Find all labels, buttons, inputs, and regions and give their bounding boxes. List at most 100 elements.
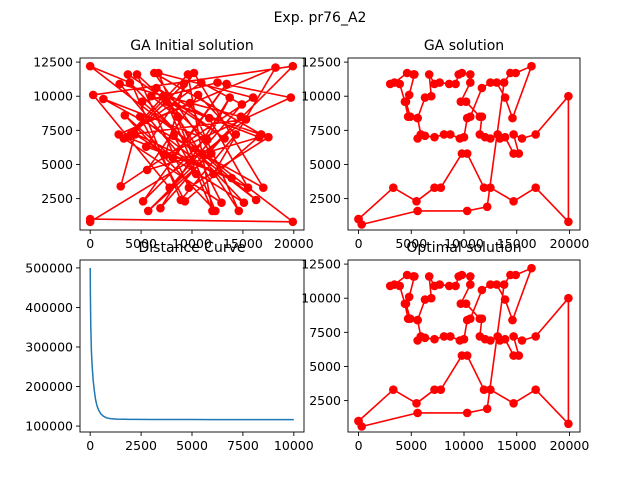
- data-point-opt: [475, 332, 485, 341]
- data-point-ga: [509, 130, 518, 139]
- data-point-opt: [436, 385, 446, 395]
- data-point-ga: [509, 197, 518, 206]
- x-tick-label-curve: 0: [86, 438, 94, 453]
- y-tick-label-ga: 2500: [309, 191, 341, 206]
- data-point-ga: [493, 130, 503, 139]
- axes-title-init: GA Initial solution: [130, 38, 254, 54]
- data-point-ga: [446, 130, 455, 139]
- data-point-ga: [459, 132, 469, 142]
- x-tick-label-init: 10000: [172, 236, 212, 251]
- data-point-opt: [527, 263, 536, 273]
- data-point-init: [165, 183, 174, 192]
- data-point-opt: [395, 281, 405, 291]
- data-point-opt: [477, 285, 487, 295]
- data-point-ga: [430, 132, 439, 142]
- data-point-opt: [509, 332, 518, 341]
- data-point-ga: [389, 183, 398, 192]
- data-point-init: [254, 132, 264, 142]
- data-point-opt: [509, 399, 518, 408]
- y-tick-label-opt: 12500: [301, 257, 341, 272]
- data-point-ga: [499, 78, 509, 87]
- data-point-opt: [486, 385, 495, 395]
- data-point-ga: [413, 113, 422, 123]
- data-point-opt: [499, 280, 509, 289]
- data-point-opt: [482, 404, 492, 414]
- data-point-init: [132, 70, 142, 79]
- data-point-opt: [420, 333, 430, 343]
- y-tick-label-init: 2500: [41, 191, 73, 206]
- y-tick-label-opt: 5000: [309, 359, 341, 374]
- data-point-ga: [482, 202, 492, 212]
- data-point-ga: [413, 206, 422, 216]
- y-tick-label-opt: 2500: [309, 393, 341, 408]
- data-point-ga: [564, 91, 573, 101]
- data-point-init: [248, 93, 258, 102]
- data-point-init: [85, 217, 95, 227]
- data-point-init: [251, 195, 261, 205]
- y-tick-label-init: 10000: [33, 89, 73, 104]
- data-point-ga: [395, 79, 405, 89]
- data-point-init: [88, 90, 98, 100]
- data-point-init: [115, 79, 124, 89]
- data-point-init: [184, 183, 194, 192]
- data-point-ga: [420, 131, 430, 141]
- data-point-ga: [385, 79, 395, 89]
- data-point-opt: [531, 385, 540, 395]
- data-point-init: [173, 112, 182, 121]
- y-tick-label-ga: 12500: [301, 55, 341, 70]
- data-point-opt: [430, 281, 439, 291]
- data-point-ga: [486, 78, 495, 87]
- data-point-ga: [527, 61, 536, 71]
- data-point-init: [120, 111, 130, 120]
- data-point-opt: [430, 334, 439, 344]
- data-point-opt: [456, 299, 466, 309]
- data-point-ga: [479, 183, 489, 192]
- data-point-ga: [477, 83, 487, 93]
- x-tick-label-opt: 0: [355, 438, 363, 453]
- data-point-init: [191, 169, 201, 179]
- series-line-opt: [357, 267, 570, 428]
- data-point-init: [237, 100, 247, 109]
- data-point-opt: [564, 419, 573, 429]
- axes-title-ga: GA solution: [424, 38, 504, 54]
- data-point-opt: [462, 408, 472, 418]
- data-point-init: [116, 182, 125, 191]
- y-tick-label-init: 5000: [41, 157, 73, 172]
- data-point-init: [168, 153, 177, 162]
- x-tick-label-curve: 5000: [176, 438, 208, 453]
- y-tick-label-init: 7500: [41, 123, 73, 138]
- data-point-init: [141, 142, 151, 151]
- data-point-opt: [420, 295, 430, 304]
- data-point-opt: [385, 281, 395, 291]
- data-point-init: [152, 83, 161, 93]
- data-point-init: [234, 206, 244, 216]
- data-point-ga: [466, 112, 475, 121]
- axes-title-opt: Optimal solution: [406, 240, 521, 256]
- data-point-ga: [466, 78, 475, 87]
- data-point-ga: [531, 183, 540, 192]
- data-point-ga: [486, 183, 495, 192]
- data-point-ga: [454, 70, 464, 79]
- data-point-ga: [439, 130, 449, 139]
- x-tick-label-opt: 20000: [550, 438, 590, 453]
- data-point-init: [126, 130, 136, 139]
- data-point-ga: [492, 78, 502, 87]
- data-point-opt: [413, 408, 422, 418]
- data-point-ga: [404, 90, 414, 100]
- data-point-opt: [508, 315, 517, 325]
- data-point-init: [193, 90, 203, 100]
- data-point-ga: [451, 79, 460, 89]
- data-point-init: [286, 93, 296, 102]
- data-point-init: [196, 78, 206, 87]
- data-point-ga: [475, 112, 485, 121]
- data-point-opt: [444, 281, 454, 291]
- y-tick-label-init: 12500: [33, 55, 73, 70]
- y-tick-label-curve: 100000: [25, 419, 73, 434]
- data-point-init: [220, 134, 229, 143]
- data-point-init: [243, 183, 253, 192]
- x-tick-label-ga: 0: [355, 236, 363, 251]
- data-point-init: [123, 70, 133, 79]
- data-point-ga: [509, 149, 518, 158]
- data-point-opt: [479, 385, 489, 395]
